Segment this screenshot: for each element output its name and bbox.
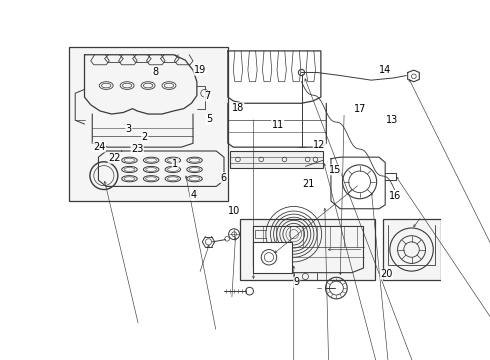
Bar: [69, 47, 228, 201]
Text: 17: 17: [354, 104, 367, 114]
Text: 11: 11: [271, 120, 284, 130]
Text: 7: 7: [204, 91, 211, 101]
Text: 16: 16: [389, 191, 401, 201]
Text: 5: 5: [206, 114, 213, 125]
Bar: [240, 219, 375, 280]
Bar: [253, 242, 292, 273]
Text: 15: 15: [328, 165, 341, 175]
Text: 6: 6: [220, 173, 227, 183]
Bar: [383, 219, 441, 280]
Text: 23: 23: [131, 144, 144, 154]
Text: 3: 3: [126, 123, 132, 134]
Text: 10: 10: [228, 207, 240, 216]
Text: 1: 1: [172, 159, 178, 169]
Text: 4: 4: [190, 190, 196, 200]
Text: 19: 19: [194, 65, 206, 75]
Text: 14: 14: [379, 64, 391, 75]
Text: 8: 8: [152, 67, 158, 77]
Text: 2: 2: [142, 132, 148, 143]
Bar: [230, 151, 323, 168]
Text: 12: 12: [313, 140, 326, 150]
Text: 18: 18: [232, 103, 244, 113]
Text: 24: 24: [93, 142, 105, 152]
Text: 21: 21: [302, 179, 314, 189]
Bar: [468, 193, 490, 280]
Text: 22: 22: [108, 153, 121, 163]
Text: 9: 9: [294, 277, 300, 287]
Text: 20: 20: [380, 269, 392, 279]
Text: 13: 13: [386, 115, 398, 125]
